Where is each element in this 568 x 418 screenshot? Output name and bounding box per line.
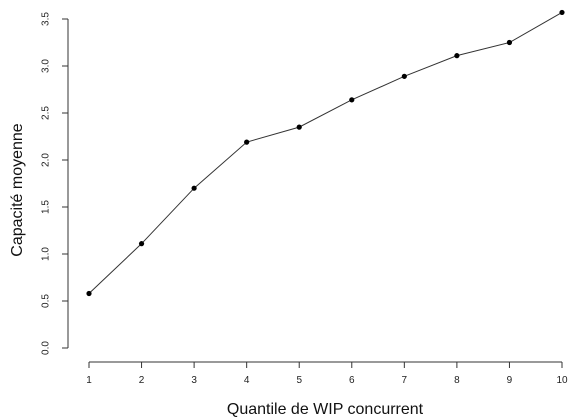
data-point (191, 185, 197, 191)
series-line (88, 11, 563, 294)
y-tick-label: 3.5 (41, 12, 52, 26)
x-tick-label: 10 (556, 375, 568, 386)
data-series (86, 9, 565, 297)
x-axis: 1 2 3 4 5 6 7 8 9 10 (86, 361, 568, 386)
x-tick-label: 4 (244, 375, 250, 386)
y-tick-label: 1.0 (41, 247, 52, 261)
data-point (349, 97, 355, 103)
y-tick-label: 2.0 (41, 153, 52, 167)
x-tick-label: 7 (402, 375, 408, 386)
x-tick-label: 6 (349, 375, 355, 386)
data-point (506, 39, 513, 46)
y-tick-label: 1.5 (41, 200, 52, 214)
data-point (86, 290, 92, 297)
y-axis-title: Capacité moyenne (9, 123, 26, 257)
data-point (244, 139, 250, 145)
data-point (138, 241, 145, 247)
y-tick-label: 3.0 (41, 59, 52, 73)
x-tick-label: 5 (296, 375, 302, 386)
x-tick-label: 8 (454, 375, 460, 386)
x-tick-label: 9 (507, 375, 513, 386)
data-point (559, 9, 565, 16)
x-tick-label: 2 (139, 375, 145, 386)
y-tick-label: 0.0 (41, 341, 52, 355)
x-tick-label: 1 (86, 375, 92, 386)
y-tick-label: 0.5 (41, 294, 52, 308)
x-axis-title: Quantile de WIP concurrent (227, 401, 424, 418)
y-axis: 0.0 0.5 1.0 1.5 2.0 2.5 3.0 3.5 (41, 12, 69, 355)
data-point (454, 53, 460, 59)
y-tick-label: 2.5 (41, 106, 52, 120)
data-point (296, 124, 302, 130)
x-tick-label: 3 (191, 375, 197, 386)
data-point (401, 73, 407, 79)
